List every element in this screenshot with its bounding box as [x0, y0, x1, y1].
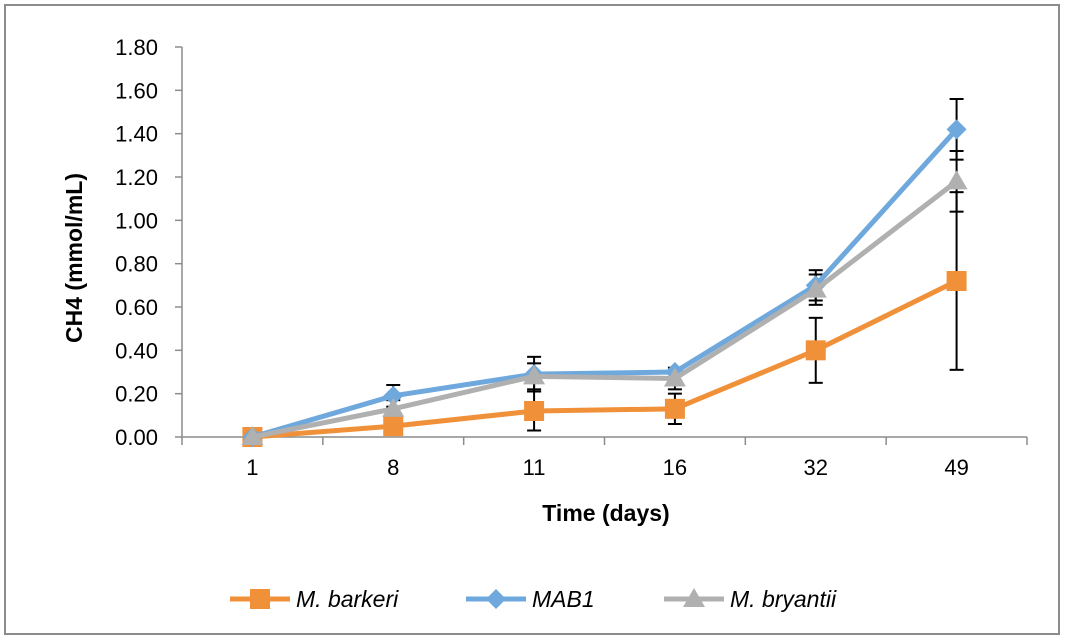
x-tick-label: 1: [246, 455, 258, 480]
axes: [175, 46, 1028, 445]
data-point: [241, 426, 264, 445]
data-point: [805, 340, 826, 361]
y-tick-label: 1.20: [115, 165, 158, 190]
legend-item: M. bryantii: [664, 586, 837, 612]
data-point: [524, 401, 545, 421]
data-point: [663, 367, 686, 387]
y-tick-label: 1.40: [115, 122, 158, 147]
x-tick-label: 16: [663, 455, 687, 480]
x-tick-label: 8: [387, 455, 399, 480]
x-tick-label: 49: [944, 455, 968, 480]
legend-label: M. bryantii: [730, 586, 837, 612]
legend-marker: [683, 588, 705, 607]
series-m-bryantii: [241, 170, 968, 445]
legend-item: M. barkeri: [230, 586, 399, 612]
data-point: [383, 416, 404, 437]
y-tick-label: 0.80: [115, 252, 158, 277]
legend-marker: [250, 589, 270, 609]
data-point: [945, 170, 968, 190]
data-point: [523, 365, 546, 385]
x-tick-label: 32: [804, 455, 828, 480]
y-tick-label: 0.00: [115, 425, 158, 450]
legend-label: M. barkeri: [296, 586, 399, 612]
y-tick-label: 1.60: [115, 78, 158, 103]
series-line: [251, 127, 959, 440]
y-tick-label: 1.80: [115, 35, 158, 60]
data-point: [382, 397, 405, 417]
data-point: [946, 119, 967, 140]
y-tick-labels: 0.00 0.20 0.40 0.60 0.80 1.00 1.20 1.40 1.60 1.80: [115, 35, 158, 450]
legend-label: MAB1: [532, 586, 595, 612]
series-line: [252, 278, 958, 440]
legend-marker: [486, 589, 506, 609]
x-axis-label: Time (days): [542, 500, 669, 526]
y-tick-label: 1.00: [115, 208, 158, 233]
x-tick-labels: 1 8 11 16 32 49: [246, 455, 969, 480]
y-tick-label: 0.20: [115, 382, 158, 407]
y-tick-label: 0.40: [115, 338, 158, 363]
series-m-barkeri: [242, 271, 967, 447]
legend: M. barkeri MAB1 M. bryantii: [230, 586, 837, 612]
series-lines: [241, 119, 968, 447]
legend-item: MAB1: [466, 586, 595, 612]
data-point: [946, 271, 967, 291]
data-point: [664, 398, 685, 419]
data-point: [804, 278, 827, 298]
y-tick-label: 0.60: [115, 295, 158, 320]
series-line: [251, 179, 959, 440]
series-mab1: [242, 119, 967, 447]
data-point: [383, 385, 404, 406]
x-tick-label: 11: [523, 455, 546, 480]
y-axis-label: CH4 (mmol/mL): [61, 173, 87, 343]
